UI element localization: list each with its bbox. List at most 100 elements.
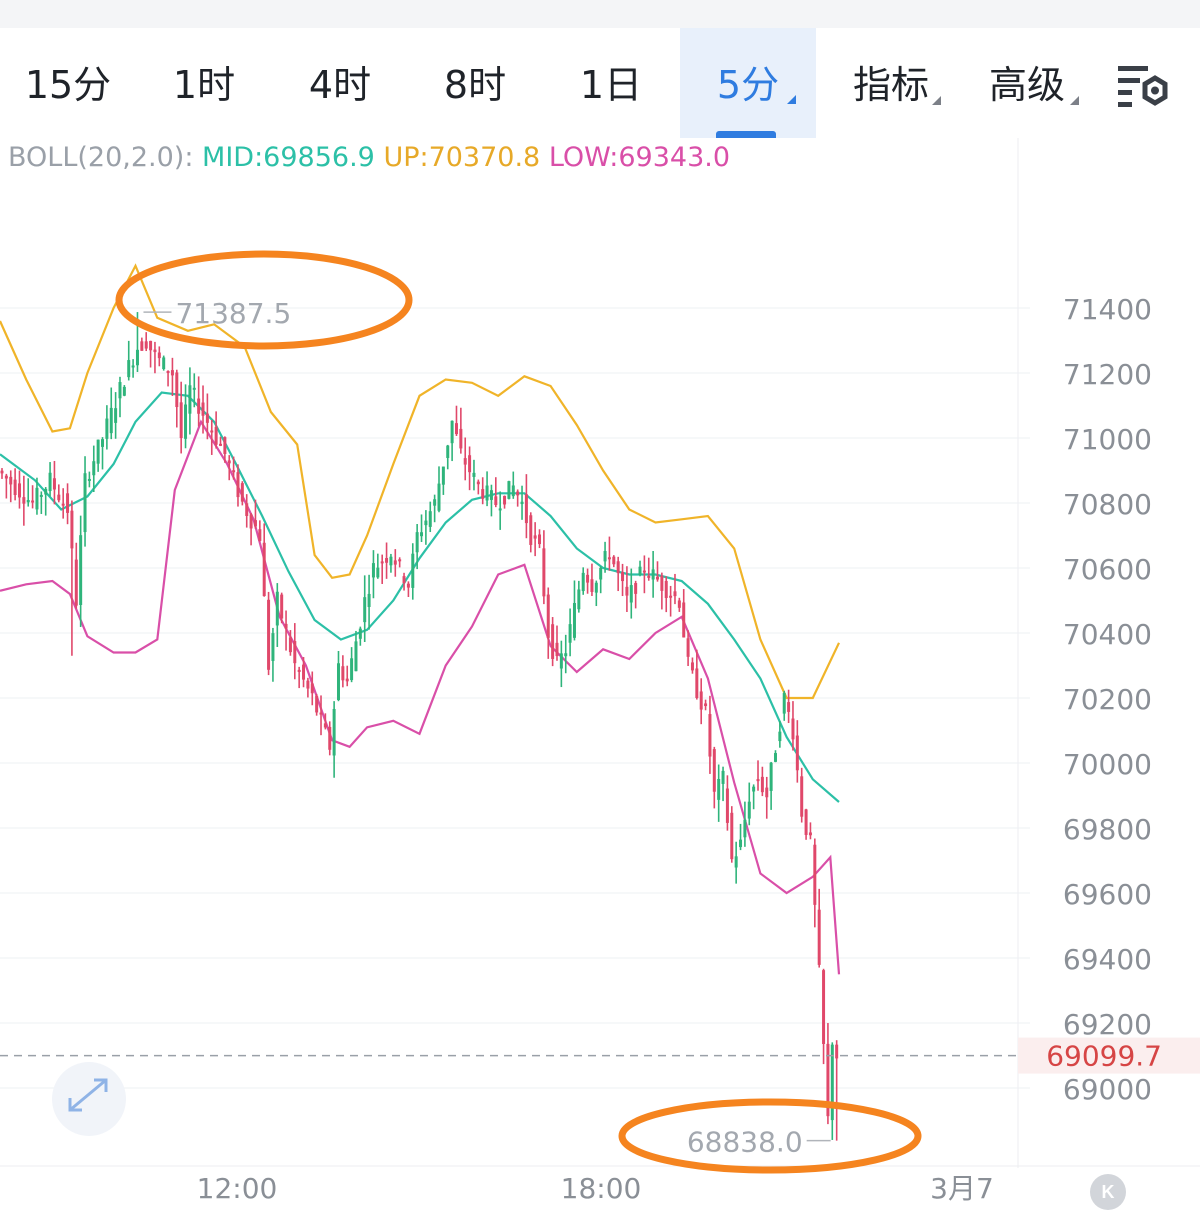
candle-body (39, 494, 43, 497)
candle-body (690, 662, 694, 671)
candle-body (166, 370, 170, 373)
candle-body (415, 532, 419, 553)
candle-body (437, 483, 441, 511)
candle-body (791, 718, 795, 740)
candle-body (511, 485, 515, 497)
x-tick-label: 18:00 (561, 1172, 642, 1205)
candle-body (153, 349, 157, 353)
candle-body (284, 623, 288, 629)
candle-body (826, 1043, 830, 1117)
candle-body (695, 668, 699, 699)
candle-body (459, 428, 463, 449)
candle-body (22, 497, 26, 504)
candle-body (17, 483, 21, 498)
tab-1h[interactable]: 1时 (156, 28, 252, 138)
candle-body (577, 589, 581, 610)
candle-body (498, 508, 502, 511)
candle-body (79, 535, 83, 605)
candle-body (179, 402, 183, 439)
tab-5m[interactable]: 5分 (680, 28, 816, 138)
candle-body (787, 702, 791, 712)
tab-8h[interactable]: 8时 (427, 28, 523, 138)
candle-body (275, 591, 279, 626)
candle-body (489, 490, 493, 500)
candle-body (717, 778, 721, 800)
candle-body (306, 680, 310, 689)
tab-4h[interactable]: 4时 (292, 28, 388, 138)
candle-body (677, 600, 681, 608)
price-chart[interactable]: 71387.5 68838.0 69099.7 71400 71200 71000 708… (0, 138, 1200, 1209)
candle-body (227, 460, 231, 464)
candle-body (267, 599, 271, 670)
boll-lower-line (0, 419, 841, 975)
candle-body (721, 770, 725, 784)
candle-body (336, 663, 340, 700)
candle-body (48, 472, 52, 492)
candle-body (607, 557, 611, 560)
expand-button[interactable] (52, 1062, 126, 1136)
candle-body (822, 970, 826, 1044)
tab-1d[interactable]: 1日 (563, 28, 659, 138)
y-tick-label: 71000 (1063, 423, 1152, 456)
candle-body (616, 561, 620, 574)
candle-body (175, 372, 179, 408)
y-tick-label: 69000 (1063, 1073, 1152, 1106)
boll-name: BOLL(20,2.0): (8, 142, 194, 173)
candle-body (332, 709, 336, 756)
candle-body (44, 488, 48, 495)
candle-body (433, 499, 437, 506)
tab-indicators[interactable]: 指标 (836, 28, 946, 138)
candle-body (572, 603, 576, 638)
candle-body (747, 801, 751, 819)
boll-mid: MID:69856.9 (202, 142, 375, 173)
tab-15m[interactable]: 15分 (18, 28, 118, 138)
candle-body (52, 478, 56, 490)
candle-body (743, 819, 747, 838)
tab-label: 指标 (852, 63, 929, 107)
candle-body (660, 575, 664, 591)
candle-body (581, 572, 585, 592)
candle-body (402, 576, 406, 584)
candle-body (485, 485, 489, 501)
candle-body (638, 566, 642, 575)
candle-body (424, 520, 428, 526)
candle-body (122, 386, 126, 396)
k-icon[interactable]: K (1090, 1174, 1126, 1210)
chart-settings-icon[interactable] (1112, 62, 1172, 112)
y-tick-label: 70800 (1063, 488, 1152, 521)
candle-body (682, 602, 686, 638)
candle-body (87, 478, 91, 481)
candle-body (197, 398, 201, 414)
candle-body (699, 691, 703, 710)
candle-body (83, 473, 87, 533)
candle-body (210, 430, 214, 433)
interval-tab-bar: 15分 1时 4时 8时 1日 5分 指标 高级 (0, 28, 1200, 138)
candle-body (603, 551, 607, 562)
boll-low: LOW:69343.0 (548, 142, 731, 173)
candle-body (559, 653, 563, 669)
candle-body (350, 658, 354, 681)
candle-body (524, 494, 528, 524)
candle-body (708, 714, 712, 757)
candle-body (546, 594, 550, 638)
y-tick-label: 70600 (1063, 553, 1152, 586)
candle-body (760, 776, 764, 793)
high-price-label: 71387.5 (175, 297, 291, 330)
candle-body (262, 542, 266, 597)
dropdown-triangle-icon (787, 95, 796, 104)
low-price-label: 68838.0 (687, 1126, 803, 1159)
candle-body (472, 472, 476, 477)
candle-body (725, 788, 729, 823)
tab-advanced[interactable]: 高级 (972, 28, 1082, 138)
candle-body (420, 532, 424, 537)
candle-body (188, 385, 192, 414)
candle-body (127, 360, 131, 378)
y-tick-label: 70000 (1063, 748, 1152, 781)
candle-body (398, 559, 402, 562)
candle-body (363, 597, 367, 623)
candle-body (454, 423, 458, 435)
candle-body (782, 693, 786, 714)
candle-body (236, 472, 240, 498)
candle-body (441, 466, 445, 485)
candle-body (538, 534, 542, 545)
